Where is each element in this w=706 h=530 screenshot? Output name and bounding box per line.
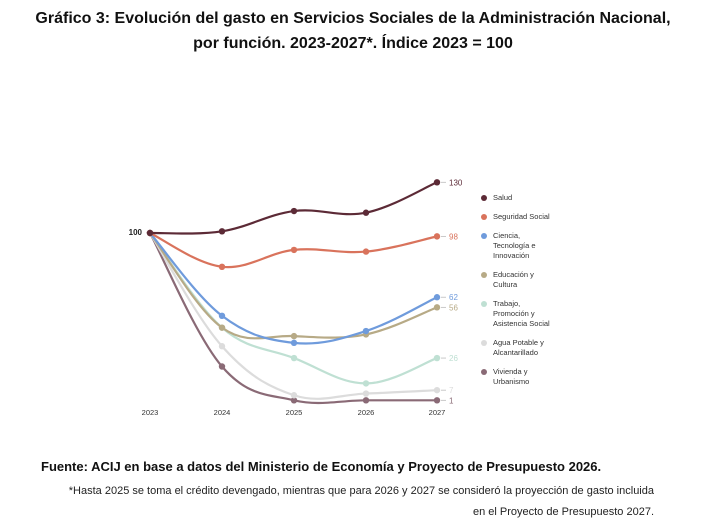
source-note: Fuente: ACIJ en base a datos del Ministe… xyxy=(41,459,602,474)
legend-label: Ciencia, Tecnología e Innovación xyxy=(493,231,536,260)
data-point xyxy=(433,233,441,240)
legend-swatch xyxy=(481,272,487,278)
data-point xyxy=(433,386,441,394)
chart-title-line-2: por función. 2023-2027*. Índice 2023 = 1… xyxy=(193,35,513,52)
data-point xyxy=(290,332,298,340)
legend-swatch xyxy=(481,301,487,307)
legend-item: Trabajo, Promoción y Asistencia Social xyxy=(481,299,591,329)
data-point xyxy=(362,327,370,335)
end-value-label: 130 xyxy=(449,178,463,187)
start-value-label: 100 xyxy=(129,228,143,237)
legend-label: Trabajo, Promoción y Asistencia Social xyxy=(493,299,550,328)
data-point xyxy=(146,229,154,237)
data-point xyxy=(290,354,298,362)
chart-title-line-1: Gráfico 3: Evolución del gasto en Servic… xyxy=(35,10,671,27)
data-point xyxy=(362,248,370,255)
end-value-label: 1 xyxy=(449,396,454,405)
data-point xyxy=(362,397,370,404)
x-tick-label: 2027 xyxy=(429,408,446,417)
end-value-label: 26 xyxy=(449,354,458,363)
series-line xyxy=(149,232,438,400)
series-line xyxy=(149,232,437,405)
data-point xyxy=(218,324,226,331)
legend-label: Vivienda y Urbanismo xyxy=(493,367,530,386)
data-point xyxy=(218,363,226,370)
data-point xyxy=(433,294,441,301)
x-tick-label: 2024 xyxy=(214,408,231,417)
data-point xyxy=(218,312,226,320)
data-point xyxy=(362,380,370,387)
footnote: *Hasta 2025 se toma el crédito devengado… xyxy=(68,485,654,518)
data-point xyxy=(290,339,298,347)
legend-label: Agua Potable y Alcantarillado xyxy=(493,338,544,357)
data-point xyxy=(362,209,370,216)
end-value-label: 56 xyxy=(449,303,458,312)
data-point xyxy=(290,392,298,399)
end-value-label: 98 xyxy=(449,232,458,241)
chart-legend: Salud Seguridad Social Ciencia, Tecnología… xyxy=(481,193,591,396)
legend-label: Seguridad Social xyxy=(493,212,550,221)
x-tick-label: 2026 xyxy=(358,408,375,417)
legend-swatch xyxy=(481,340,487,346)
data-point xyxy=(218,228,226,235)
legend-label: Salud xyxy=(493,193,513,202)
data-point xyxy=(433,179,441,186)
data-point xyxy=(218,263,226,270)
end-value-label: 62 xyxy=(449,293,458,302)
legend-swatch xyxy=(481,195,487,201)
legend-swatch xyxy=(481,369,487,375)
data-point xyxy=(433,304,441,311)
legend-item: Vivienda y Urbanismo xyxy=(481,367,591,387)
legend-swatch xyxy=(481,233,487,239)
legend-item: Salud xyxy=(481,193,591,203)
legend-item: Seguridad Social xyxy=(481,212,591,222)
data-point xyxy=(290,246,298,254)
legend-item: Agua Potable y Alcantarillado xyxy=(481,338,591,358)
legend-swatch xyxy=(481,214,487,220)
legend-item: Educación y Cultura xyxy=(481,270,591,290)
data-point xyxy=(218,343,226,350)
data-point xyxy=(290,207,298,215)
data-point xyxy=(433,397,441,404)
data-point xyxy=(290,397,298,404)
x-tick-label: 2025 xyxy=(286,408,303,417)
data-point xyxy=(362,390,370,397)
legend-label: Educación y Cultura xyxy=(493,270,534,289)
end-value-label: 7 xyxy=(449,386,454,395)
x-tick-label: 2023 xyxy=(142,408,159,417)
legend-item: Ciencia, Tecnología e Innovación xyxy=(481,231,591,261)
data-point xyxy=(433,354,441,362)
